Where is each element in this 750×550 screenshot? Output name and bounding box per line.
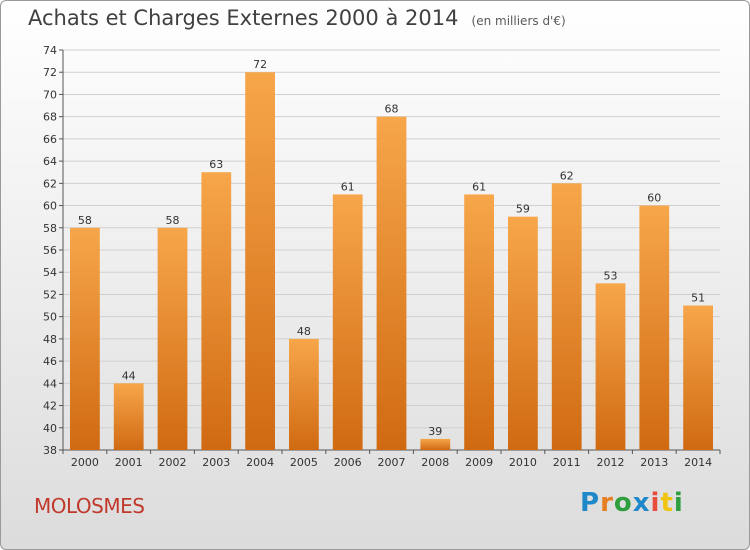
data-label: 60 (647, 192, 661, 205)
y-tick-label: 66 (43, 133, 57, 146)
y-tick-label: 44 (43, 377, 57, 390)
data-label: 68 (385, 103, 399, 116)
bar (376, 116, 407, 451)
x-tick-label: 2001 (115, 456, 143, 469)
bar (245, 72, 275, 450)
data-label: 62 (560, 169, 574, 182)
y-tick-label: 54 (43, 266, 57, 279)
y-tick-label: 70 (43, 88, 57, 101)
bar (464, 194, 494, 450)
y-tick-label: 60 (43, 200, 57, 213)
y-tick-label: 42 (43, 400, 57, 413)
bar (420, 438, 451, 450)
data-label: 58 (166, 214, 180, 227)
proxiti-logo: Proxiti (580, 488, 684, 518)
data-label: 53 (604, 269, 618, 282)
x-tick-label: 2002 (159, 456, 187, 469)
bar (508, 216, 538, 450)
bar (595, 283, 626, 450)
logo-letter: i (650, 488, 661, 518)
bar (551, 183, 582, 451)
x-tick-label: 2006 (334, 456, 362, 469)
y-tick-label: 38 (43, 444, 57, 457)
data-label: 48 (297, 325, 311, 338)
data-label: 72 (253, 58, 267, 71)
x-tick-label: 2008 (421, 456, 449, 469)
x-tick-label: 2003 (202, 456, 230, 469)
y-tick-label: 52 (43, 288, 57, 301)
data-label: 61 (341, 180, 355, 193)
y-tick-label: 46 (43, 355, 57, 368)
y-tick-label: 48 (43, 333, 57, 346)
bar (201, 172, 232, 450)
bar (332, 194, 363, 450)
y-tick-label: 58 (43, 222, 57, 235)
logo-letter: t (660, 488, 674, 518)
bar (70, 227, 100, 450)
bar (639, 205, 670, 450)
logo-letter: r (600, 488, 614, 518)
data-label: 51 (691, 292, 705, 305)
data-label: 59 (516, 203, 530, 216)
bar (289, 338, 319, 450)
y-tick-label: 62 (43, 177, 57, 190)
data-label: 61 (472, 180, 486, 193)
labels: 58 44 58 63 72 48 61 68 39 61 59 62 53 60 51 (78, 58, 705, 438)
x-tick-label: 2011 (553, 456, 581, 469)
y-tick-label: 74 (43, 44, 57, 57)
y-tick-label: 40 (43, 422, 57, 435)
bar (157, 227, 188, 450)
y-tick-label: 56 (43, 244, 57, 257)
bar (113, 383, 144, 450)
logo-letter: o (613, 488, 633, 518)
data-label: 63 (209, 158, 223, 171)
data-label: 44 (122, 369, 136, 382)
bar (683, 305, 713, 450)
chart-subtitle: (en milliers d'€) (471, 14, 566, 28)
axes: 38 40 42 44 46 48 50 52 54 56 58 60 62 64 66 68 70 72 74 20… (43, 44, 721, 469)
data-label: 58 (78, 214, 92, 227)
logo-letter: i (673, 488, 684, 518)
chart-header: Achats et Charges Externes 2000 à 2014 (… (28, 6, 566, 30)
bars (70, 72, 713, 451)
x-tick-label: 2013 (640, 456, 668, 469)
x-tick-label: 2014 (684, 456, 712, 469)
y-tick-label: 72 (43, 66, 57, 79)
y-tick-label: 64 (43, 155, 57, 168)
logo-letter: x (632, 488, 651, 518)
x-tick-label: 2010 (509, 456, 537, 469)
logo-letter: P (580, 488, 601, 518)
y-tick-label: 50 (43, 311, 57, 324)
data-label: 39 (428, 425, 442, 438)
x-tick-label: 2005 (290, 456, 318, 469)
x-tick-label: 2004 (246, 456, 274, 469)
commune-name: MOLOSMES (34, 494, 145, 518)
chart-title: Achats et Charges Externes 2000 à 2014 (28, 6, 459, 30)
x-tick-label: 2009 (465, 456, 493, 469)
x-tick-label: 2012 (597, 456, 625, 469)
y-tick-label: 68 (43, 111, 57, 124)
x-tick-label: 2000 (71, 456, 99, 469)
x-tick-label: 2007 (378, 456, 406, 469)
